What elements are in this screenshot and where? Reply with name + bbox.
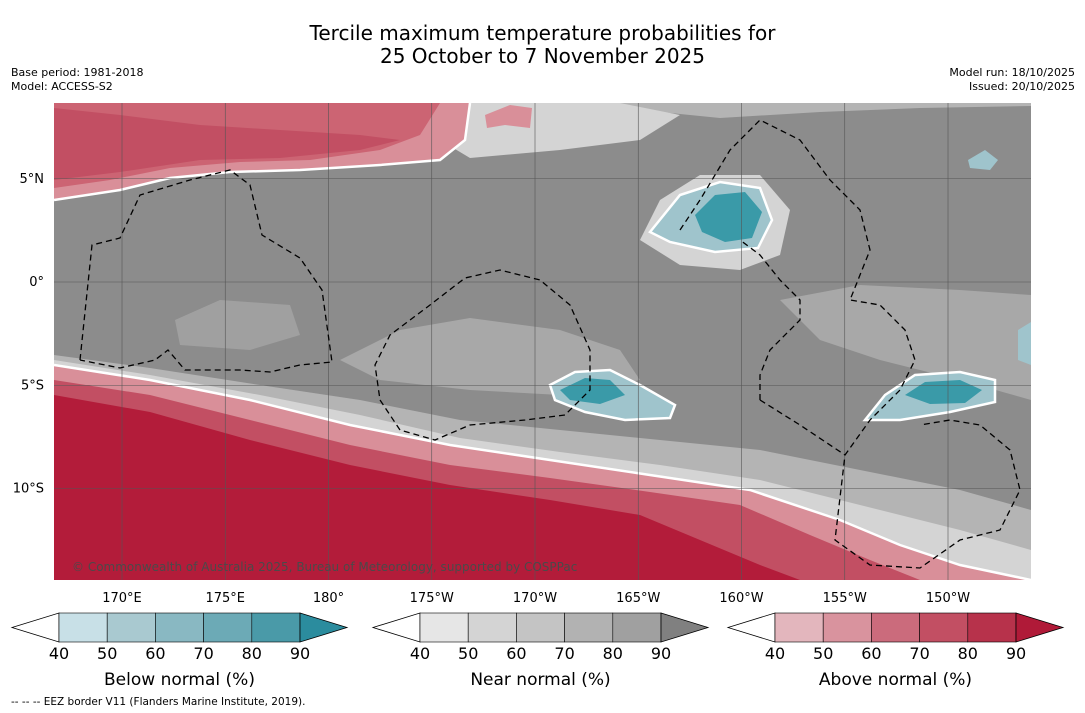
above-normal-region-north-dark [54, 108, 400, 180]
map-plot-area: © Commonwealth of Australia 2025, Bureau… [54, 103, 1031, 580]
gridlines [54, 103, 1031, 580]
above-normal-patch-small [485, 105, 532, 128]
colorbar-max-extend [660, 612, 710, 643]
colorbar-segment [564, 612, 614, 643]
colorbar-min-extend [371, 612, 421, 643]
issued-text: Issued: 20/10/2025 [968, 80, 1075, 93]
below-normal-patch-small-ne [968, 150, 998, 170]
longitude-label: 175°E [205, 591, 245, 606]
colorbar-tick-label: 70 [193, 644, 213, 663]
eez-border-kiribati-gilbert [79, 169, 333, 373]
colorbar-near: 40 50 60 70 80 90 Near normal (%) [371, 612, 710, 690]
colorbar-tick-label: 50 [458, 644, 478, 663]
below-normal-outline-east [862, 370, 997, 422]
eez-borders [79, 119, 1021, 569]
colorbar-tick-label: 40 [49, 644, 69, 663]
longitude-labels: 170°E 175°E 180° 175°W 170°W 165°W 160°W 155°W 1… [102, 591, 970, 606]
colorbar-min-extend [726, 612, 776, 643]
colorbar-tick-label: 50 [97, 644, 117, 663]
eez-border-line-south [759, 399, 846, 456]
title-line-2: 25 October to 7 November 2025 [379, 44, 706, 68]
colorbar-tick-label: 90 [1006, 644, 1026, 663]
colorbar-tick-label: 90 [290, 644, 310, 663]
colorbar-max-extend [299, 612, 349, 643]
near-normal-band-north-light [420, 103, 680, 158]
below-normal-outline-central [548, 368, 677, 422]
colorbar-tick-label: 80 [242, 644, 262, 663]
below-normal-region-east-dark [905, 380, 982, 404]
colorbar-segment [251, 612, 301, 643]
colorbar-title: Above normal (%) [819, 670, 972, 690]
longitude-label: 155°W [823, 591, 867, 606]
longitude-label: 175°W [410, 591, 454, 606]
colorbar-tick-label: 80 [603, 644, 623, 663]
colorbar-segment [203, 612, 253, 643]
colorbar-max-extend [1015, 612, 1065, 643]
colorbar-above: 40 50 60 70 80 90 Above normal (%) [726, 612, 1065, 690]
colorbar-segment [58, 612, 108, 643]
model-text: Model: ACCESS-S2 [11, 80, 113, 93]
colorbar-segment [871, 612, 920, 643]
latitude-label: 5°S [21, 378, 44, 393]
colorbar-tick-label: 80 [958, 644, 978, 663]
colorbar-segment [419, 612, 469, 643]
latitude-labels: 5°N 0° 5°S 10°S [13, 172, 44, 497]
near-normal-patch-west [175, 300, 300, 350]
chart-title: Tercile maximum temperature probabilitie… [0, 22, 1085, 68]
colorbar-tick-label: 60 [861, 644, 881, 663]
longitude-label: 170°E [102, 591, 142, 606]
colorbar-tick-label: 70 [909, 644, 929, 663]
latitude-label: 10°S [13, 482, 44, 497]
eez-border-line-islands [679, 119, 1021, 569]
colorbar-segment [919, 612, 969, 643]
copyright-text: © Commonwealth of Australia 2025, Bureau… [72, 560, 577, 574]
colorbar-tick-label: 40 [765, 644, 785, 663]
colorbar-segment [106, 612, 156, 643]
eez-border-line-mid [739, 239, 801, 400]
near-normal-patch-central [340, 318, 640, 395]
colorbar-segment [467, 612, 517, 643]
model-run-text: Model run: 18/10/2025 [949, 66, 1075, 79]
colorbar-segment [822, 612, 872, 643]
colorbar-segment [516, 612, 565, 643]
colorbar-title: Near normal (%) [470, 670, 610, 690]
below-normal-outline-north [648, 180, 774, 254]
colorbar-tick-label: 60 [506, 644, 526, 663]
colorbar-title: Below normal (%) [104, 670, 255, 690]
below-normal-region-central-dark [560, 378, 625, 404]
colorbar-tick-label: 60 [145, 644, 165, 663]
colorbar-tick-label: 50 [813, 644, 833, 663]
near-normal-patch-east [780, 285, 1031, 400]
latitude-label: 5°N [20, 172, 45, 187]
longitude-label: 180° [313, 591, 344, 606]
eez-footnote: -- -- -- EEZ border V11 (Flanders Marine… [11, 696, 306, 708]
below-normal-region-north-dark [695, 192, 762, 242]
colorbar-segment [155, 612, 204, 643]
above-normal-outline-south [54, 363, 1031, 580]
above-normal-region-south-dark [54, 395, 800, 580]
colorbars: 40 50 60 70 80 90 Below normal (%) 40 50 60 70 80 90… [10, 612, 1065, 690]
longitude-label: 165°W [616, 591, 660, 606]
meta-right: Model run: 18/10/2025 Issued: 20/10/2025 [949, 66, 1075, 94]
eez-border-phoenix [374, 269, 591, 441]
meta-left: Base period: 1981-2018 Model: ACCESS-S2 [11, 66, 143, 94]
base-period-text: Base period: 1981-2018 [11, 66, 144, 79]
below-normal-patch-small-e [1018, 322, 1031, 365]
longitude-label: 150°W [926, 591, 970, 606]
colorbar-tick-label: 90 [651, 644, 671, 663]
colorbar-segment [612, 612, 662, 643]
colorbar-tick-label: 70 [554, 644, 574, 663]
colorbar-below: 40 50 60 70 80 90 Below normal (%) [10, 612, 349, 690]
colorbar-segment [774, 612, 824, 643]
colorbar-tick-label: 40 [410, 644, 430, 663]
longitude-label: 160°W [719, 591, 763, 606]
above-normal-outline-north [54, 103, 472, 202]
colorbar-min-extend [10, 612, 60, 643]
colorbar-segment [967, 612, 1017, 643]
longitude-label: 170°W [513, 591, 557, 606]
title-line-1: Tercile maximum temperature probabilitie… [309, 21, 776, 45]
latitude-label: 0° [29, 275, 44, 290]
